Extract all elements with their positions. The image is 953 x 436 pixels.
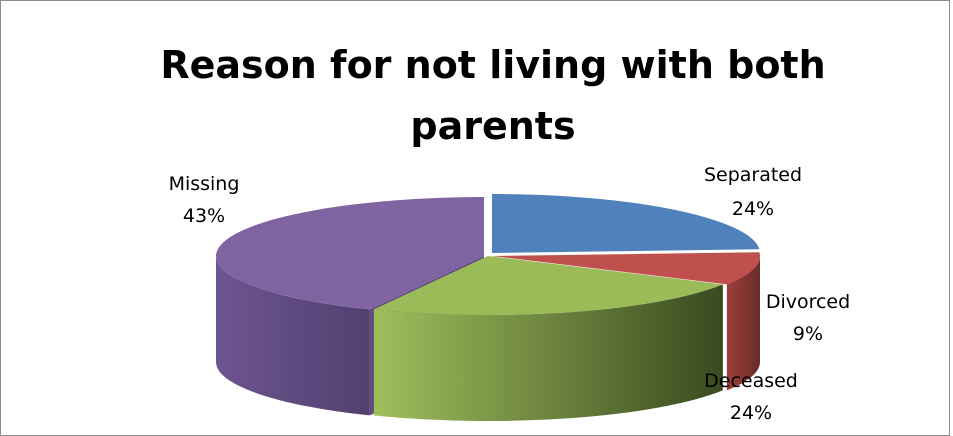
pie-side-deceased [373,284,723,421]
slice-value-deceased: 24% [730,402,772,424]
pie-side-divorced [726,256,760,391]
chart-title: Reason for not living with both parents [1,35,953,157]
chart-title-line-1: Reason for not living with both [160,43,826,87]
pie-slice-separated [492,194,760,253]
chart-title-line-2: parents [410,104,576,148]
pie-slice-divorced [492,252,761,285]
pie-slice-missing [216,197,484,310]
slice-value-separated: 24% [732,198,774,220]
slice-label-missing: Missing [169,173,240,195]
slice-label-deceased: Deceased [704,370,798,392]
slice-value-missing: 43% [183,205,225,227]
pie-side-missing [216,256,370,416]
pie-slice-deceased [373,256,723,315]
slice-value-divorced: 9% [793,323,823,345]
slice-label-separated: Separated [704,164,802,186]
slice-label-divorced: Divorced [766,291,850,313]
